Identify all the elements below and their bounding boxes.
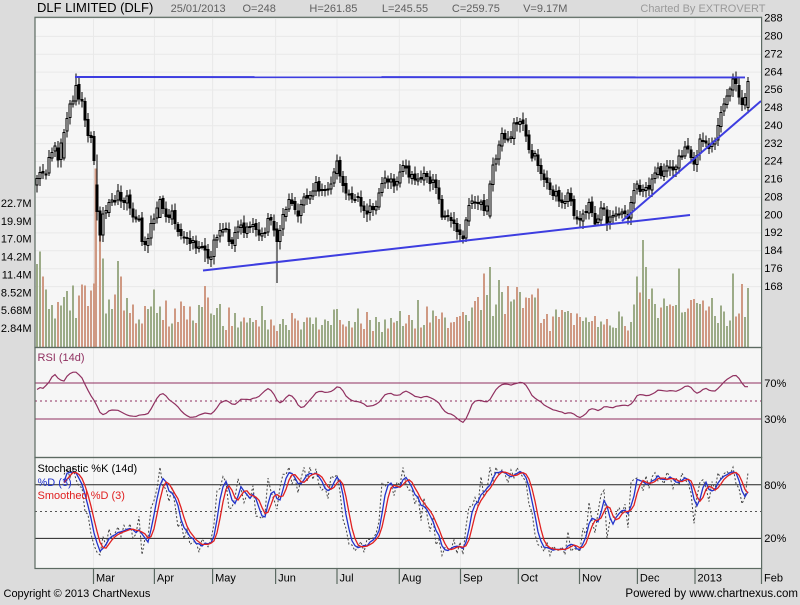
- svg-text:5.68M: 5.68M: [1, 305, 32, 317]
- svg-text:30%: 30%: [764, 414, 786, 426]
- svg-text:Feb: Feb: [764, 573, 783, 585]
- svg-text:Jul: Jul: [340, 573, 354, 585]
- svg-text:224: 224: [764, 156, 782, 168]
- svg-text:11.4M: 11.4M: [2, 269, 32, 281]
- svg-text:70%: 70%: [764, 378, 786, 390]
- svg-text:May: May: [215, 573, 236, 585]
- svg-text:O=248: O=248: [243, 3, 276, 15]
- svg-text:208: 208: [764, 191, 782, 203]
- svg-text:Dec: Dec: [640, 573, 660, 585]
- svg-text:232: 232: [764, 138, 782, 150]
- svg-text:176: 176: [764, 263, 782, 275]
- svg-text:256: 256: [764, 84, 782, 96]
- svg-text:DLF LIMITED (DLF): DLF LIMITED (DLF): [37, 0, 153, 15]
- svg-text:Oct: Oct: [521, 573, 538, 585]
- svg-text:80%: 80%: [764, 480, 786, 492]
- svg-text:RSI (14d): RSI (14d): [38, 352, 85, 364]
- svg-text:25/01/2013: 25/01/2013: [171, 3, 226, 15]
- svg-text:2013: 2013: [698, 573, 722, 585]
- svg-text:Sep: Sep: [463, 573, 483, 585]
- svg-text:14.2M: 14.2M: [1, 252, 32, 264]
- svg-text:Nov: Nov: [582, 573, 602, 585]
- svg-text:V=9.17M: V=9.17M: [523, 3, 567, 15]
- svg-text:288: 288: [764, 13, 782, 25]
- svg-text:8.52M: 8.52M: [1, 287, 32, 299]
- svg-text:C=259.75: C=259.75: [452, 3, 500, 15]
- svg-text:168: 168: [764, 281, 782, 293]
- svg-text:Charted By EXTROVERT: Charted By EXTROVERT: [640, 3, 765, 15]
- svg-text:%D (3): %D (3): [38, 477, 72, 489]
- svg-text:200: 200: [764, 209, 782, 221]
- svg-text:Stochastic %K (14d): Stochastic %K (14d): [38, 463, 138, 475]
- svg-text:17.0M: 17.0M: [1, 234, 32, 246]
- svg-text:Copyright © 2013 ChartNexus: Copyright © 2013 ChartNexus: [4, 588, 151, 600]
- svg-text:248: 248: [764, 102, 782, 114]
- svg-text:184: 184: [764, 245, 782, 257]
- svg-text:Jun: Jun: [278, 573, 296, 585]
- svg-text:192: 192: [764, 227, 782, 239]
- svg-text:20%: 20%: [764, 533, 786, 545]
- svg-text:2.84M: 2.84M: [1, 323, 32, 335]
- svg-text:H=261.85: H=261.85: [309, 3, 357, 15]
- svg-text:264: 264: [764, 66, 782, 78]
- svg-text:280: 280: [764, 31, 782, 43]
- svg-text:22.7M: 22.7M: [1, 198, 32, 210]
- svg-text:240: 240: [764, 120, 782, 132]
- svg-text:272: 272: [764, 48, 782, 60]
- svg-text:19.9M: 19.9M: [1, 216, 32, 228]
- svg-text:L=245.55: L=245.55: [382, 3, 428, 15]
- svg-text:Powered by www.chartnexus.com: Powered by www.chartnexus.com: [625, 588, 798, 600]
- svg-text:Aug: Aug: [402, 573, 422, 585]
- svg-text:Mar: Mar: [96, 573, 115, 585]
- svg-text:Smoothed %D (3): Smoothed %D (3): [38, 490, 125, 502]
- svg-text:216: 216: [764, 174, 782, 186]
- svg-text:Apr: Apr: [157, 573, 174, 585]
